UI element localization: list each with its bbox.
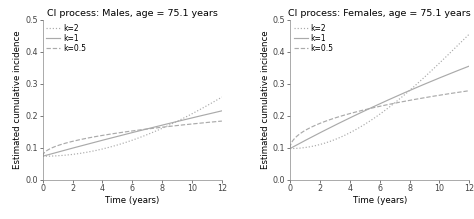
k=0.5: [169, 125, 175, 127]
k=0.5: [153, 127, 158, 129]
Title: CI process: Females, age = 75.1 years: CI process: Females, age = 75.1 years: [288, 9, 471, 18]
k=2: [170, 122, 176, 125]
Line: k=0.5: k=0.5: [290, 91, 469, 148]
Y-axis label: Estimated cumulative incidence: Estimated cumulative incidence: [261, 30, 270, 169]
k=2: [219, 96, 225, 98]
Line: k=1: k=1: [290, 66, 469, 148]
k=2: [40, 155, 46, 157]
k=2: [466, 33, 472, 35]
Title: CI process: Males, age = 75.1 years: CI process: Males, age = 75.1 years: [47, 9, 218, 18]
k=2: [62, 154, 67, 157]
k=1: [219, 110, 225, 112]
X-axis label: Time (years): Time (years): [105, 196, 159, 205]
k=0.5: [98, 134, 104, 137]
k=2: [418, 80, 423, 82]
Y-axis label: Estimated cumulative incidence: Estimated cumulative incidence: [13, 30, 22, 169]
k=0.5: [418, 97, 423, 100]
k=0.5: [40, 155, 46, 157]
k=2: [309, 145, 314, 148]
k=1: [98, 139, 104, 142]
Line: k=1: k=1: [43, 111, 222, 156]
k=0.5: [309, 126, 314, 128]
k=0.5: [287, 147, 293, 149]
Line: k=2: k=2: [43, 97, 222, 156]
k=2: [417, 80, 422, 83]
Line: k=0.5: k=0.5: [43, 121, 222, 156]
k=1: [153, 125, 158, 128]
k=1: [309, 136, 314, 138]
k=1: [417, 85, 422, 88]
k=1: [346, 117, 351, 120]
k=1: [358, 111, 364, 114]
k=0.5: [400, 100, 406, 103]
k=2: [169, 122, 175, 125]
k=0.5: [417, 97, 422, 100]
Line: k=2: k=2: [290, 34, 469, 148]
k=0.5: [170, 125, 176, 127]
k=1: [466, 65, 472, 67]
k=0.5: [346, 113, 351, 115]
k=2: [98, 148, 104, 151]
k=2: [400, 95, 406, 98]
Legend: k=2, k=1, k=0.5: k=2, k=1, k=0.5: [45, 22, 88, 54]
k=1: [62, 149, 67, 152]
k=2: [287, 147, 293, 150]
k=2: [346, 132, 351, 135]
k=0.5: [219, 120, 225, 122]
k=1: [400, 92, 406, 95]
Legend: k=2, k=1, k=0.5: k=2, k=1, k=0.5: [292, 22, 335, 54]
k=2: [111, 145, 117, 147]
k=1: [418, 85, 423, 87]
k=2: [153, 130, 158, 132]
k=1: [169, 121, 175, 124]
k=1: [170, 121, 176, 124]
k=1: [287, 147, 293, 150]
k=2: [358, 125, 364, 128]
k=0.5: [466, 89, 472, 92]
X-axis label: Time (years): Time (years): [353, 196, 407, 205]
k=0.5: [358, 109, 364, 112]
k=0.5: [62, 142, 67, 145]
k=1: [111, 136, 117, 139]
k=0.5: [111, 132, 117, 135]
k=1: [40, 155, 46, 157]
